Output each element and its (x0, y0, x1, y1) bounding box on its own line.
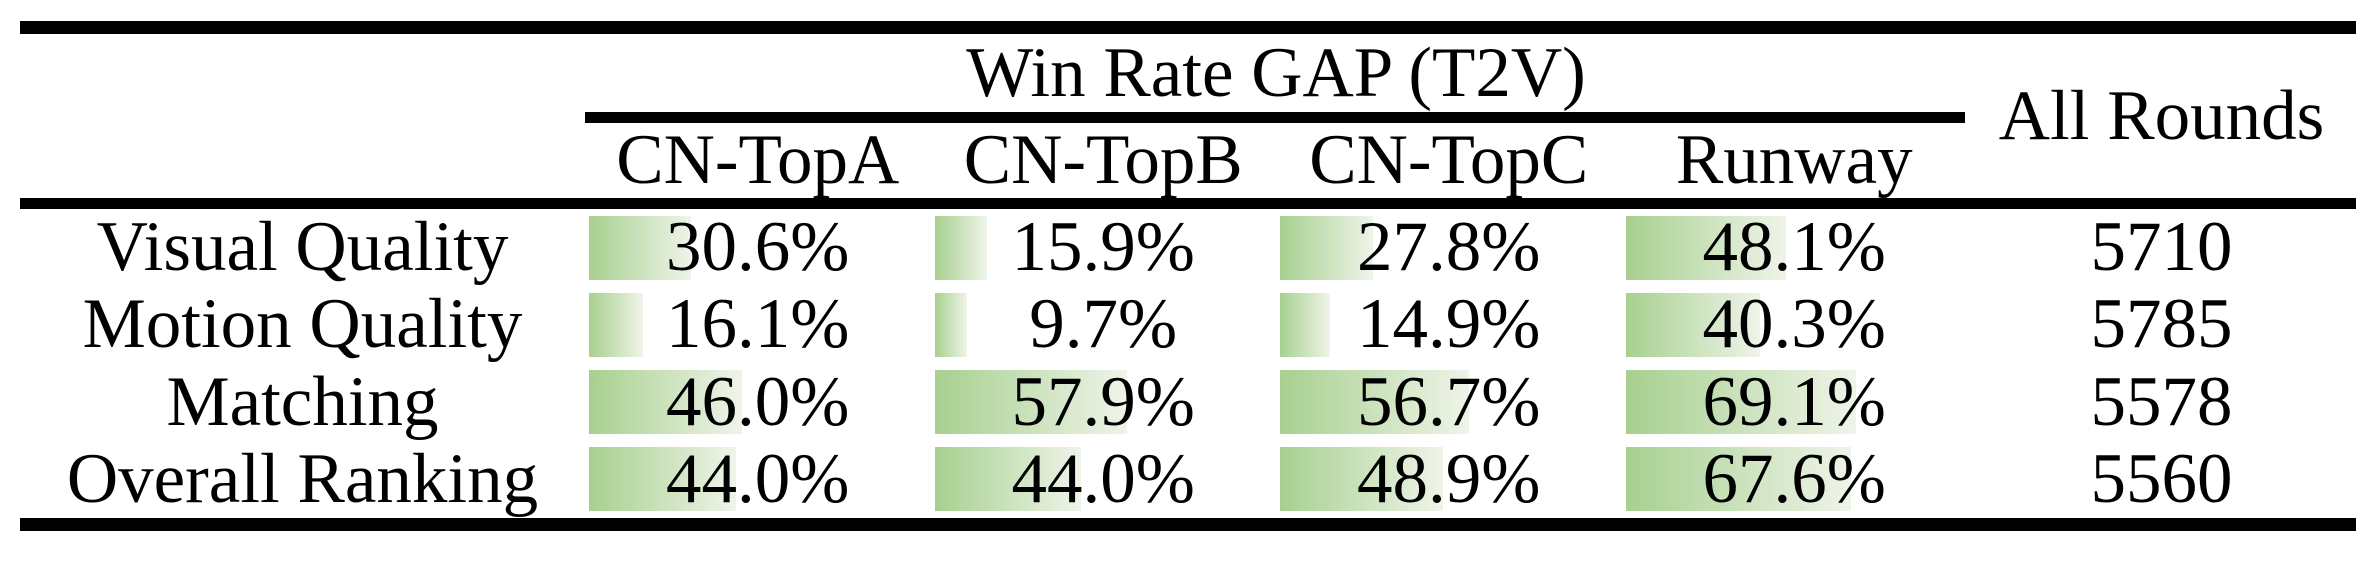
winrate-cell: 69.1% (1622, 364, 1968, 441)
group-header-win-rate-gap: Win Rate GAP (T2V) (966, 33, 1586, 112)
header-empty-corner (20, 34, 585, 198)
winrate-bar (1280, 292, 1330, 357)
winrate-value: 69.1% (1702, 362, 1886, 441)
winrate-cell: 27.8% (1276, 209, 1622, 286)
winrate-value: 48.9% (1357, 439, 1541, 518)
table-row-motion-quality: Motion Quality 16.1% 9.7% 14.9% 40.3% (20, 286, 2356, 363)
winrate-value: 44.0% (1011, 439, 1195, 518)
winrate-cell: 46.0% (585, 364, 931, 441)
winrate-value: 30.6% (666, 208, 850, 287)
column-headers-row: CN-TopA CN-TopB CN-TopC Runway (585, 123, 1967, 198)
row-label: Overall Ranking (66, 439, 539, 518)
winrate-cell: 56.7% (1276, 364, 1622, 441)
column-header-all-rounds: All Rounds (1998, 76, 2325, 155)
winrate-cell: 16.1% (585, 286, 931, 363)
winrate-cell: 15.9% (931, 209, 1277, 286)
winrate-value: 46.0% (666, 362, 850, 441)
column-header-cn-topb: CN-TopB (963, 121, 1243, 199)
winrate-value: 15.9% (1011, 208, 1195, 287)
header-bottom-rule (20, 198, 2356, 209)
table-body: Visual Quality 30.6% 15.9% 27.8% 48.1% (20, 209, 2356, 518)
column-header-cn-topc: CN-TopC (1309, 121, 1589, 199)
winrate-cell: 48.1% (1622, 209, 1968, 286)
winrate-cell: 30.6% (585, 209, 931, 286)
all-rounds-value: 5578 (2090, 362, 2233, 441)
winrate-value: 27.8% (1357, 208, 1541, 287)
winrate-bar (934, 215, 988, 280)
winrate-value: 57.9% (1011, 362, 1195, 441)
header-group-columns: Win Rate GAP (T2V) CN-TopA CN-TopB CN-To… (585, 34, 1967, 198)
group-header-underline-rule (585, 112, 1965, 123)
table-top-rule (20, 21, 2356, 34)
table-row-matching: Matching 46.0% 57.9% 56.7% 69.1% 557 (20, 364, 2356, 441)
win-rate-gap-table: Win Rate GAP (T2V) CN-TopA CN-TopB CN-To… (20, 21, 2356, 531)
column-header-runway: Runway (1675, 121, 1913, 199)
winrate-cell: 9.7% (931, 286, 1277, 363)
winrate-bar (589, 292, 643, 357)
winrate-value: 44.0% (666, 439, 850, 518)
all-rounds-value: 5710 (2090, 208, 2233, 287)
all-rounds-value: 5785 (2090, 285, 2233, 364)
winrate-value: 16.1% (666, 285, 850, 364)
winrate-value: 56.7% (1357, 362, 1541, 441)
column-header-cn-topa: CN-TopA (616, 121, 900, 199)
winrate-value: 9.7% (1029, 285, 1178, 364)
row-label: Motion Quality (82, 285, 523, 364)
winrate-value: 40.3% (1702, 285, 1886, 364)
winrate-value: 67.6% (1702, 439, 1886, 518)
row-label: Matching (166, 362, 439, 441)
winrate-cell: 57.9% (931, 364, 1277, 441)
winrate-cell: 67.6% (1622, 441, 1968, 518)
winrate-cell: 44.0% (931, 441, 1277, 518)
table-header: Win Rate GAP (T2V) CN-TopA CN-TopB CN-To… (20, 34, 2356, 198)
all-rounds-value: 5560 (2090, 439, 2233, 518)
row-label: Visual Quality (96, 208, 509, 287)
winrate-value: 14.9% (1357, 285, 1541, 364)
table-bottom-rule (20, 518, 2356, 531)
winrate-cell: 44.0% (585, 441, 931, 518)
table-row-visual-quality: Visual Quality 30.6% 15.9% 27.8% 48.1% (20, 209, 2356, 286)
winrate-cell: 14.9% (1276, 286, 1622, 363)
winrate-cell: 48.9% (1276, 441, 1622, 518)
winrate-cell: 40.3% (1622, 286, 1968, 363)
table-row-overall-ranking: Overall Ranking 44.0% 44.0% 48.9% 67.6% (20, 441, 2356, 518)
winrate-value: 48.1% (1702, 208, 1886, 287)
winrate-bar (934, 292, 967, 357)
